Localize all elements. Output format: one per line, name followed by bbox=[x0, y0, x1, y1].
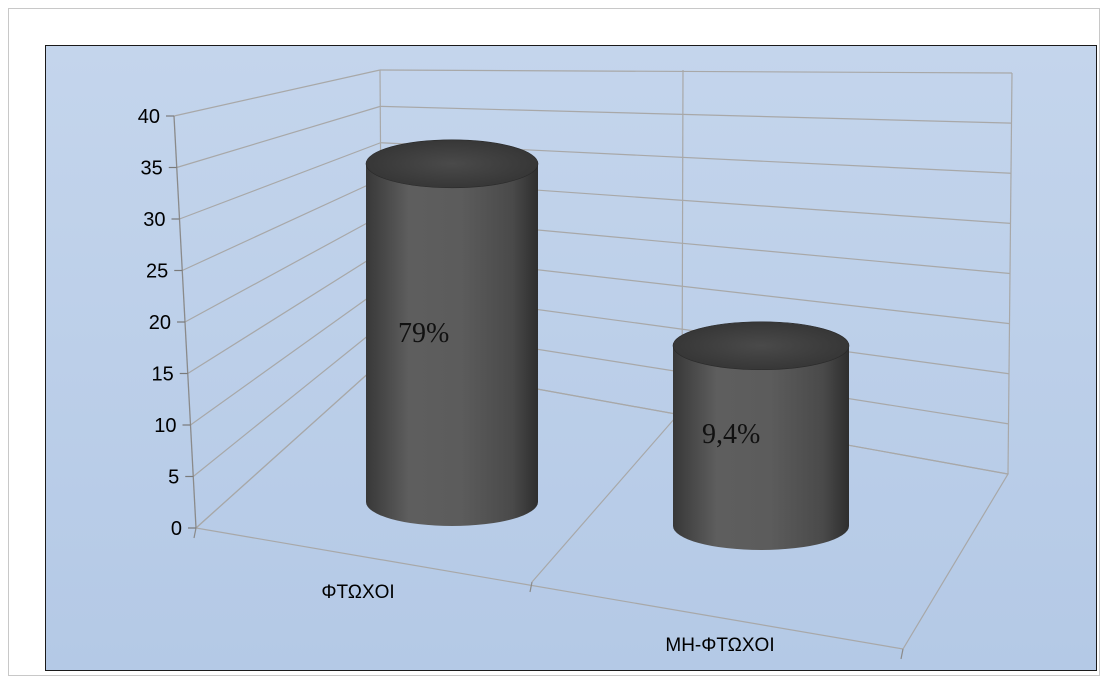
y-tick-label: 5 bbox=[168, 467, 179, 489]
chart-background bbox=[46, 46, 1096, 670]
bar-body bbox=[366, 163, 538, 526]
y-tick-label: 20 bbox=[149, 312, 171, 334]
bar-top bbox=[365, 139, 539, 189]
side-gridline-40 bbox=[173, 69, 381, 117]
data-label: 9,4% bbox=[702, 419, 760, 450]
y-tick-label: 15 bbox=[152, 364, 174, 386]
bar-body bbox=[673, 345, 849, 550]
back-gridline-40 bbox=[379, 69, 1013, 74]
x-tick-mark bbox=[193, 527, 197, 539]
chart-floor bbox=[194, 360, 1009, 650]
side-gridline-5 bbox=[192, 324, 383, 477]
side-gridline-20 bbox=[184, 214, 382, 323]
bars bbox=[365, 139, 850, 550]
bar-top bbox=[672, 321, 850, 371]
y-axis-ticks: 0 5 10 15 20 25 30 35 40 bbox=[138, 106, 196, 540]
x-tick-mark bbox=[900, 648, 904, 660]
bar-2 bbox=[672, 321, 850, 550]
chart-area: 0 5 10 15 20 25 30 35 40 79% ΦΤΩΧΟΙ 9,4% ΜΗ-ΦΤΩΧΟΙ bbox=[45, 45, 1097, 671]
y-tick-label: 35 bbox=[141, 158, 163, 180]
back-right-edge bbox=[1007, 72, 1013, 475]
floor-divider bbox=[531, 409, 683, 583]
category-label: ΦΤΩΧΟΙ bbox=[321, 582, 394, 603]
chart-svg: 0 5 10 15 20 25 30 35 40 79% ΦΤΩΧΟΙ 9,4% ΜΗ-ΦΤΩΧΟΙ bbox=[46, 46, 1096, 670]
y-tick-label: 10 bbox=[154, 415, 176, 437]
y-tick-label: 0 bbox=[171, 518, 182, 540]
data-label: 79% bbox=[398, 318, 449, 349]
side-gridline-25 bbox=[181, 178, 382, 272]
bar-1 bbox=[365, 139, 539, 526]
category-label: ΜΗ-ΦΤΩΧΟΙ bbox=[665, 635, 774, 656]
back-gridline-35 bbox=[380, 105, 1012, 124]
side-gridline-10 bbox=[190, 287, 382, 426]
side-gridline-35 bbox=[176, 105, 381, 169]
y-tick-label: 25 bbox=[146, 261, 168, 283]
y-tick-label: 40 bbox=[138, 106, 160, 128]
x-tick-mark bbox=[529, 581, 533, 593]
outer-frame: 0 5 10 15 20 25 30 35 40 79% ΦΤΩΧΟΙ 9,4% ΜΗ-ΦΤΩΧΟΙ bbox=[8, 8, 1100, 676]
y-tick-label: 30 bbox=[143, 209, 165, 231]
side-gridline-15 bbox=[187, 251, 382, 375]
side-gridline-30 bbox=[179, 142, 381, 220]
labels: 79% ΦΤΩΧΟΙ 9,4% ΜΗ-ΦΤΩΧΟΙ bbox=[321, 318, 774, 656]
